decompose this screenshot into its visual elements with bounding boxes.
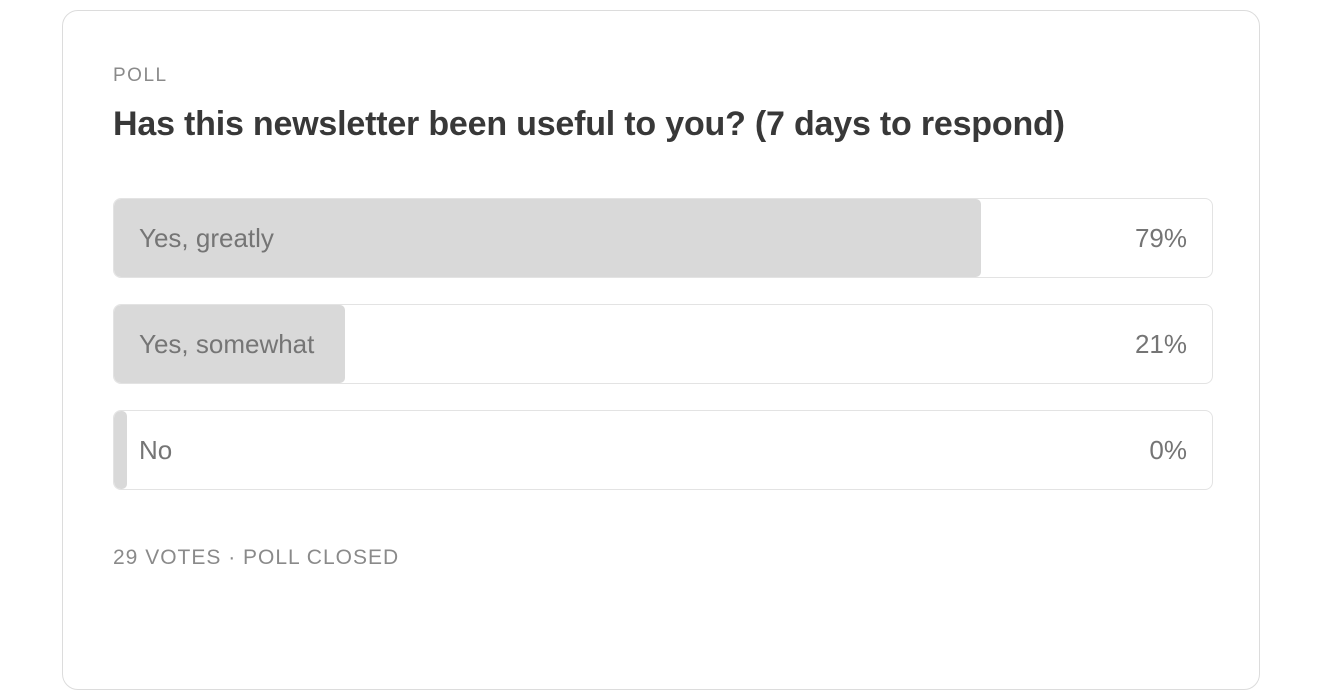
poll-option-yes-greatly[interactable]: Yes, greatly 79% [113,198,1213,278]
option-label: Yes, greatly [139,222,274,253]
option-percent: 21% [1134,328,1187,359]
poll-footer-status: 29 VOTES · POLL CLOSED [113,546,400,569]
option-label: Yes, somewhat [139,328,315,359]
option-label: No [139,434,173,465]
option-bar-fill [114,305,345,383]
poll-card: POLL Has this newsletter been useful to … [62,10,1260,690]
option-percent: 79% [1134,222,1187,253]
poll-kicker-label: POLL [113,65,168,86]
option-percent: 0% [1149,434,1187,465]
option-bar-fill [114,411,127,489]
option-bar-fill [114,199,982,277]
poll-options-list: Yes, greatly 79% Yes, somewhat 21% No 0% [113,198,1213,490]
poll-option-no[interactable]: No 0% [113,410,1213,490]
poll-option-yes-somewhat[interactable]: Yes, somewhat 21% [113,304,1213,384]
poll-question: Has this newsletter been useful to you? … [113,105,1065,143]
